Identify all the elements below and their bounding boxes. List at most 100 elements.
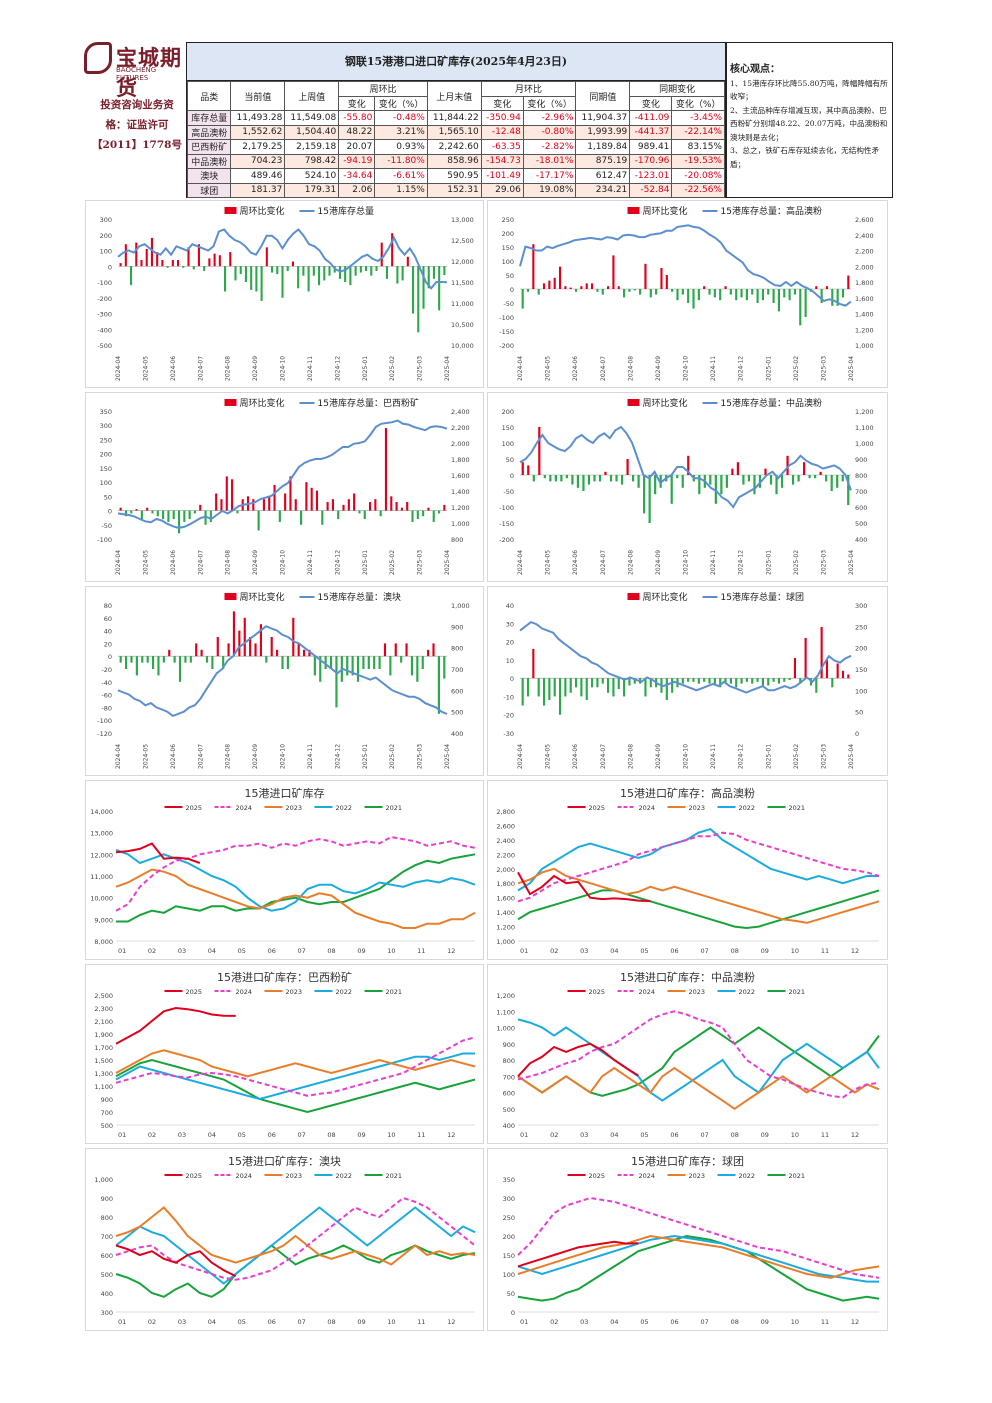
series-line-2025 [517,1042,639,1077]
x-tick-label: 2024-12 [738,550,745,575]
cell-yoy-pct: -22.56% [671,182,725,198]
y2-tick-label: 1,400 [855,311,874,319]
cell-wow: 2.06 [338,182,376,198]
wow-bar [395,502,398,511]
row-label: 中品澳粉 [186,153,232,169]
cell-mom-pct: -17.17% [522,168,577,184]
legend-label: 2024 [236,988,253,996]
wow-bar [349,266,352,286]
wow-bar [209,510,212,522]
wow-bar [569,678,572,693]
series-line-2021 [115,1244,476,1298]
wow-bar [276,649,279,657]
x-tick-label: 06 [670,1131,678,1139]
wow-bar [416,656,419,682]
wow-bar [601,678,604,684]
series-line-2023 [115,868,476,929]
wow-bar [724,286,727,289]
x-tick-label: 11 [417,1318,425,1326]
y-tick-label: -50 [503,488,514,496]
core-view-title: 核心观点： [730,64,780,75]
wow-bar [628,678,631,686]
legend-label: 2024 [236,804,253,812]
wow-bar [788,289,791,301]
x-tick-label: 2025-01 [765,550,772,575]
y2-tick-label: 2,000 [855,263,874,271]
th-last-week: 上周值 [284,81,340,111]
legend-bar-swatch [627,399,640,406]
y-tick-label: 1,900 [94,1031,113,1039]
logo-name-en: BAOCHENG FUTURES [116,66,157,82]
y-tick-label: 200 [502,230,514,238]
table-title: 钢联15港港口进口矿库存(2025年4月23日) [187,43,725,81]
wow-bar [596,678,599,688]
wow-bar [836,289,839,306]
wow-bar [157,656,160,676]
y-tick-label: -100 [97,717,112,725]
series-line-2022 [517,1234,879,1283]
wow-bar [265,656,268,663]
wow-bar [820,626,823,679]
row-label: 高品澳粉 [186,124,232,140]
wow-bar [238,630,241,657]
wow-bar [358,510,361,514]
y2-tick-label: 1,600 [855,295,874,303]
x-tick-label: 03 [178,1131,186,1139]
y2-tick-label: 500 [451,709,463,717]
th-change-pct: 变化（%） [671,95,725,111]
wow-bar [208,258,211,267]
wow-bar [368,502,372,511]
chart-panel-mid-aus-wow: 200 150 100 50 0 -50 -100 -150 -200 1,200 1,100 1,0… [487,392,888,582]
wow-bar [400,656,403,663]
x-tick-label: 12 [447,947,455,955]
wow-bar [612,255,615,289]
wow-bar [751,678,754,684]
x-tick-label: 02 [550,1318,558,1326]
wow-bar [363,510,366,520]
x-tick-label: 01 [118,1318,126,1326]
wow-bar [713,289,716,298]
x-tick-label: 10 [791,1131,799,1139]
inventory-line [519,620,852,694]
x-tick-label: 2024-12 [334,744,341,769]
y-tick-label: 1,200 [496,924,515,932]
wow-bar [548,678,551,701]
wow-bar [580,286,583,289]
legend-bar-swatch [224,593,237,600]
wow-bar [328,266,331,276]
wow-bar [140,259,143,267]
wow-bar [215,493,218,511]
wow-bar [808,475,811,479]
x-tick-label: 2024-04 [517,356,524,381]
wow-bar [692,289,695,309]
cell-wow: -34.64 [338,168,376,184]
x-tick-label: 07 [298,947,306,955]
y-tick-label: -80 [101,704,112,712]
wow-bar [836,663,839,679]
wow-bar [560,475,563,482]
chart-panel-lump-wow: 80 60 40 20 0 -20 -40 -60 -80 -100 -120 1,000 900 800… [85,586,484,776]
table-row: 巴西粉矿 2,179.25 2,159.18 20.07 0.93% 2,242.60 -6… [186,139,725,155]
wow-bar [443,504,446,511]
x-tick-label: 12 [851,1318,859,1326]
x-tick-label: 2024-10 [683,356,690,381]
x-tick-label: 06 [268,947,276,955]
x-tick-label: 10 [791,947,799,955]
th-change-pct: 变化（%） [522,95,577,111]
x-tick-label: 04 [610,947,618,955]
x-tick-label: 2025-02 [793,550,800,575]
y-tick-label: 200 [503,1233,515,1241]
x-tick-label: 03 [580,947,588,955]
y-tick-label: 2,800 [496,808,515,816]
x-tick-label: 01 [118,947,126,955]
wow-bar [576,475,580,488]
wow-bar [671,289,674,292]
wow-bar [286,656,289,669]
wow-bar [422,266,425,309]
wow-bar [302,266,305,276]
cell-mom-pct: -2.82% [522,139,577,155]
y2-tick-label: 13,000 [451,216,474,224]
x-tick-label: 2024-09 [655,744,662,769]
y-tick-label: 0 [511,1309,515,1317]
wow-bar [820,289,823,303]
